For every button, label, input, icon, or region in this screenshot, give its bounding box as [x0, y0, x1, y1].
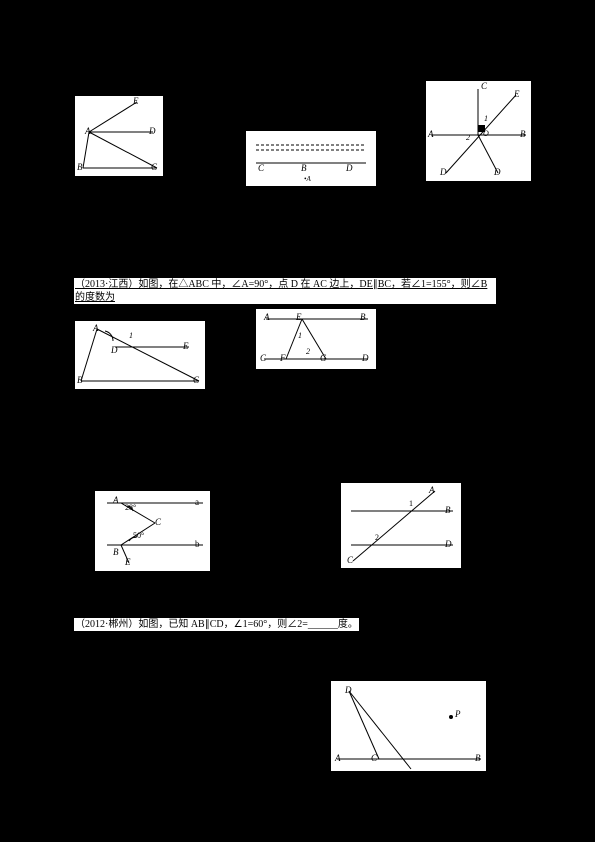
label-B: B [360, 312, 366, 322]
label-D: D [494, 167, 501, 177]
figure-row4: A B C D P [330, 680, 487, 772]
label-B: B [301, 163, 307, 173]
figure-row2-2: A B C D E F G 1 2 [255, 308, 377, 370]
label-B: B [77, 375, 83, 385]
label-D: D [149, 126, 156, 136]
label-28: 28° [125, 503, 136, 512]
label-B: B [475, 753, 481, 763]
label-D2: D [440, 167, 447, 177]
figure-row1-1: A B C D E [74, 95, 164, 177]
label-C: C [260, 353, 266, 363]
label-C: C [481, 81, 487, 91]
label-C: C [193, 375, 199, 385]
label-a: a [195, 497, 199, 507]
label-F: F [280, 353, 286, 363]
label-2: 2 [375, 533, 379, 542]
label-E: E [514, 89, 520, 99]
label-O: O [483, 129, 489, 138]
label-B: B [113, 547, 119, 557]
label-D: D [362, 353, 369, 363]
label-B: B [445, 505, 451, 515]
label-C: C [371, 753, 377, 763]
problem-1-text: （2013·江西）如图，在△ABC 中，∠A=90°，点 D 在 AC 边上，D… [74, 278, 496, 304]
label-C: C [258, 163, 264, 173]
label-E: E [183, 341, 189, 351]
label-A: A [93, 323, 99, 333]
label-2: 2 [306, 347, 310, 356]
label-1: 1 [298, 331, 302, 340]
label-B: B [77, 162, 83, 172]
figure-row1-3: A B C E D D O 2 1 [425, 80, 532, 182]
label-D: D [445, 539, 452, 549]
label-A: A [85, 126, 91, 136]
label-C: C [151, 162, 157, 172]
label-E: E [133, 96, 139, 106]
problem-2-text: （2012·郴州）如图，已知 AB∥CD，∠1=60°，则∠2=______度。 [74, 618, 359, 631]
label-D: D [346, 163, 353, 173]
label-A: A [264, 312, 270, 322]
label-1: 1 [409, 499, 413, 508]
label-C: C [155, 517, 161, 527]
label-50: 50° [133, 531, 144, 540]
label-A: A [428, 129, 434, 139]
label-1: 1 [129, 331, 133, 340]
label-D: D [111, 345, 118, 355]
label-E: E [125, 557, 131, 567]
label-1: 1 [484, 114, 488, 123]
figure-row2-1: A B C D E 1 [74, 320, 206, 390]
label-A: A [429, 485, 435, 495]
label-A: A [335, 753, 341, 763]
label-E: E [296, 312, 302, 322]
label-P: P [455, 709, 461, 719]
figure-row3-1: A a B b C 28° 50° E [94, 490, 211, 572]
label-D: D [345, 685, 352, 695]
label-C: C [347, 555, 353, 565]
label-A: A [113, 495, 119, 505]
figure-row3-2: A B C D 1 2 [340, 482, 462, 569]
label-2: 2 [466, 133, 470, 142]
label-B: B [520, 129, 526, 139]
label-b: b [195, 539, 200, 549]
label-Adot: •A [304, 175, 311, 183]
figure-row1-2: C B D •A [245, 130, 377, 187]
label-G: G [320, 353, 327, 363]
